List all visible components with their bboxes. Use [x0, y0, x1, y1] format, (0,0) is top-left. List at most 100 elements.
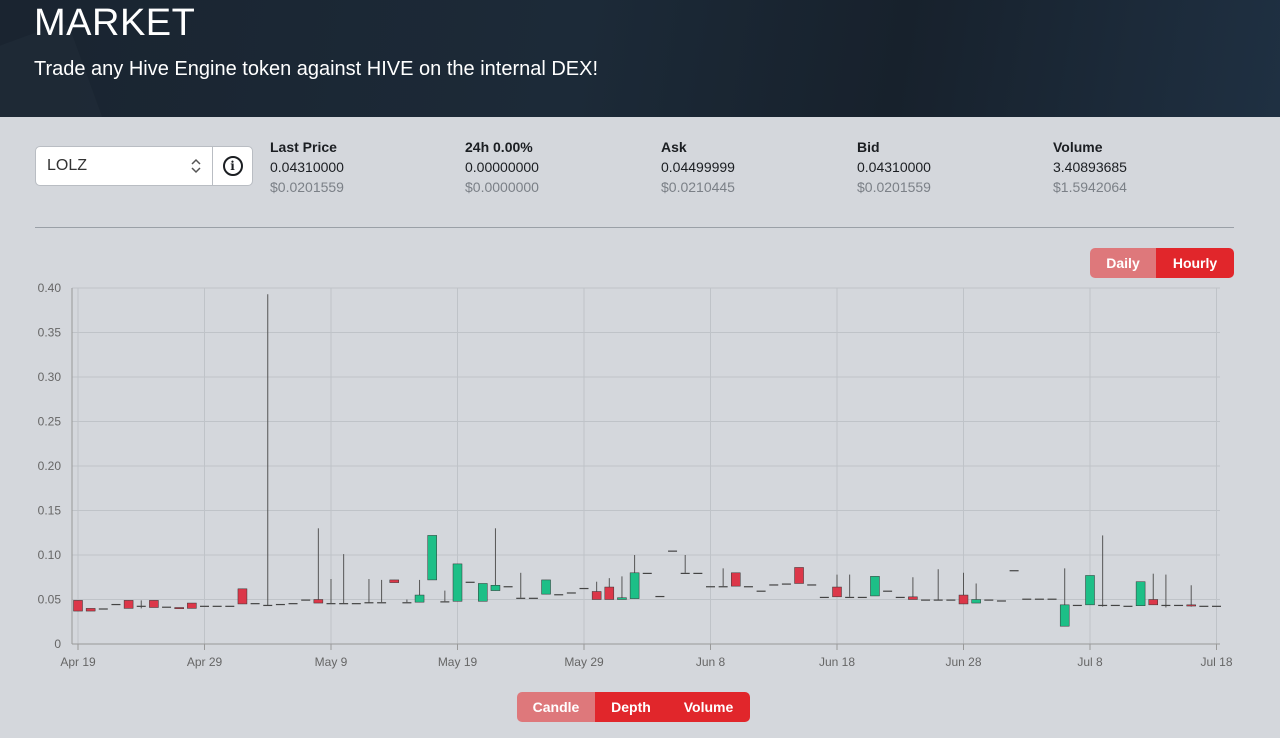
stat-label: Bid	[857, 139, 880, 155]
candle-body	[263, 604, 273, 607]
candle-body	[996, 600, 1006, 602]
candle-body	[1072, 604, 1082, 607]
candle-body	[377, 602, 387, 604]
candle-body	[971, 599, 981, 604]
stat-usd: $0.0210445	[661, 179, 735, 195]
candle-body	[1148, 599, 1158, 606]
token-selector: LOLZ i	[35, 146, 253, 186]
candle-body	[554, 594, 564, 596]
candle-body	[781, 583, 791, 585]
candle-body	[1085, 575, 1095, 606]
candle-body	[629, 572, 640, 599]
candle-body	[465, 581, 475, 583]
candle-body	[680, 572, 690, 574]
candle-body	[604, 586, 615, 600]
candle-button[interactable]: Candle	[517, 692, 595, 722]
candle-body	[1135, 581, 1146, 606]
candle-body	[845, 596, 855, 599]
info-icon: i	[222, 156, 243, 176]
stat-value: 0.04499999	[661, 159, 735, 175]
y-tick-label: 0.40	[38, 281, 62, 295]
stat-ask: Ask 0.04499999 $0.0210445	[661, 137, 735, 197]
candle-body	[1047, 598, 1057, 600]
x-tick-label: Jun 8	[696, 655, 726, 669]
candle-body	[250, 603, 260, 605]
page-subtitle: Trade any Hive Engine token against HIVE…	[34, 58, 599, 80]
candle-body	[756, 590, 766, 592]
stat-label: Volume	[1053, 139, 1103, 155]
candle-body	[123, 600, 134, 609]
volume-button[interactable]: Volume	[667, 692, 750, 722]
candle-body	[819, 596, 829, 599]
stat-usd: $0.0201559	[857, 179, 931, 195]
candle-body	[743, 586, 753, 588]
candle-body	[1174, 604, 1184, 607]
interval-toggle: Daily Hourly	[1090, 248, 1234, 278]
candle-body	[1110, 604, 1120, 607]
stat-value: 0.04310000	[857, 159, 931, 175]
candle-body	[490, 585, 501, 591]
stat-24h-change: 24h 0.00% 0.00000000 $0.0000000	[465, 137, 539, 197]
candle-body	[351, 603, 361, 605]
candle-body	[402, 602, 412, 604]
x-tick-label: Jun 18	[819, 655, 855, 669]
stat-label: Ask	[661, 139, 687, 155]
candle-body	[364, 602, 374, 604]
candle-body	[111, 603, 121, 606]
candle-body	[642, 572, 652, 574]
candle-body	[541, 579, 551, 595]
stat-last-price: Last Price 0.04310000 $0.0201559	[270, 137, 344, 197]
candle-body	[870, 576, 880, 597]
stat-label: Last Price	[270, 139, 337, 155]
candle-body	[174, 607, 184, 609]
y-tick-label: 0.30	[38, 370, 62, 384]
token-select-value: LOLZ	[47, 157, 88, 174]
token-select-input[interactable]: LOLZ	[36, 147, 212, 185]
candle-body	[326, 603, 336, 605]
x-tick-label: Apr 29	[187, 655, 223, 669]
candle-body	[516, 597, 526, 599]
candle-body	[427, 535, 437, 581]
stat-value: 0.00000000	[465, 159, 539, 175]
y-tick-label: 0.20	[38, 459, 62, 473]
candle-body	[440, 601, 450, 603]
candle-body	[984, 599, 994, 601]
candle-body	[73, 600, 83, 612]
candle-body	[452, 563, 463, 602]
candle-body	[1161, 604, 1171, 607]
depth-button[interactable]: Depth	[595, 692, 667, 722]
candle-body	[478, 583, 488, 602]
stat-usd: $1.5942064	[1053, 179, 1127, 195]
candle-body	[832, 586, 842, 598]
x-tick-label: May 9	[315, 655, 348, 669]
token-info-button[interactable]: i	[212, 147, 252, 185]
divider	[35, 227, 1234, 228]
y-tick-label: 0.35	[38, 326, 62, 340]
candle-body	[1199, 605, 1209, 607]
hourly-button[interactable]: Hourly	[1156, 248, 1234, 278]
candle-body	[1009, 570, 1019, 572]
stat-volume: Volume 3.40893685 $1.5942064	[1053, 137, 1127, 197]
candle-body	[908, 596, 918, 600]
candle-body	[807, 584, 817, 586]
candle-body	[1186, 604, 1196, 607]
candle-body	[503, 586, 513, 588]
candle-body	[1022, 598, 1032, 600]
y-tick-label: 0.15	[38, 504, 62, 518]
candle-body	[706, 586, 715, 588]
candle-body	[668, 550, 678, 552]
candle-body	[921, 599, 931, 601]
y-tick-label: 0	[54, 637, 61, 651]
candle-body	[566, 592, 576, 594]
stat-bid: Bid 0.04310000 $0.0201559	[857, 137, 931, 197]
candle-body	[1123, 605, 1133, 607]
candle-body	[731, 572, 741, 587]
candle-body	[237, 588, 248, 605]
candle-body	[933, 599, 943, 601]
candle-body	[579, 587, 589, 590]
candle-body	[339, 603, 349, 605]
candle-body	[895, 596, 905, 599]
daily-button[interactable]: Daily	[1090, 248, 1156, 278]
candle-body	[1059, 604, 1070, 627]
stat-usd: $0.0201559	[270, 179, 344, 195]
